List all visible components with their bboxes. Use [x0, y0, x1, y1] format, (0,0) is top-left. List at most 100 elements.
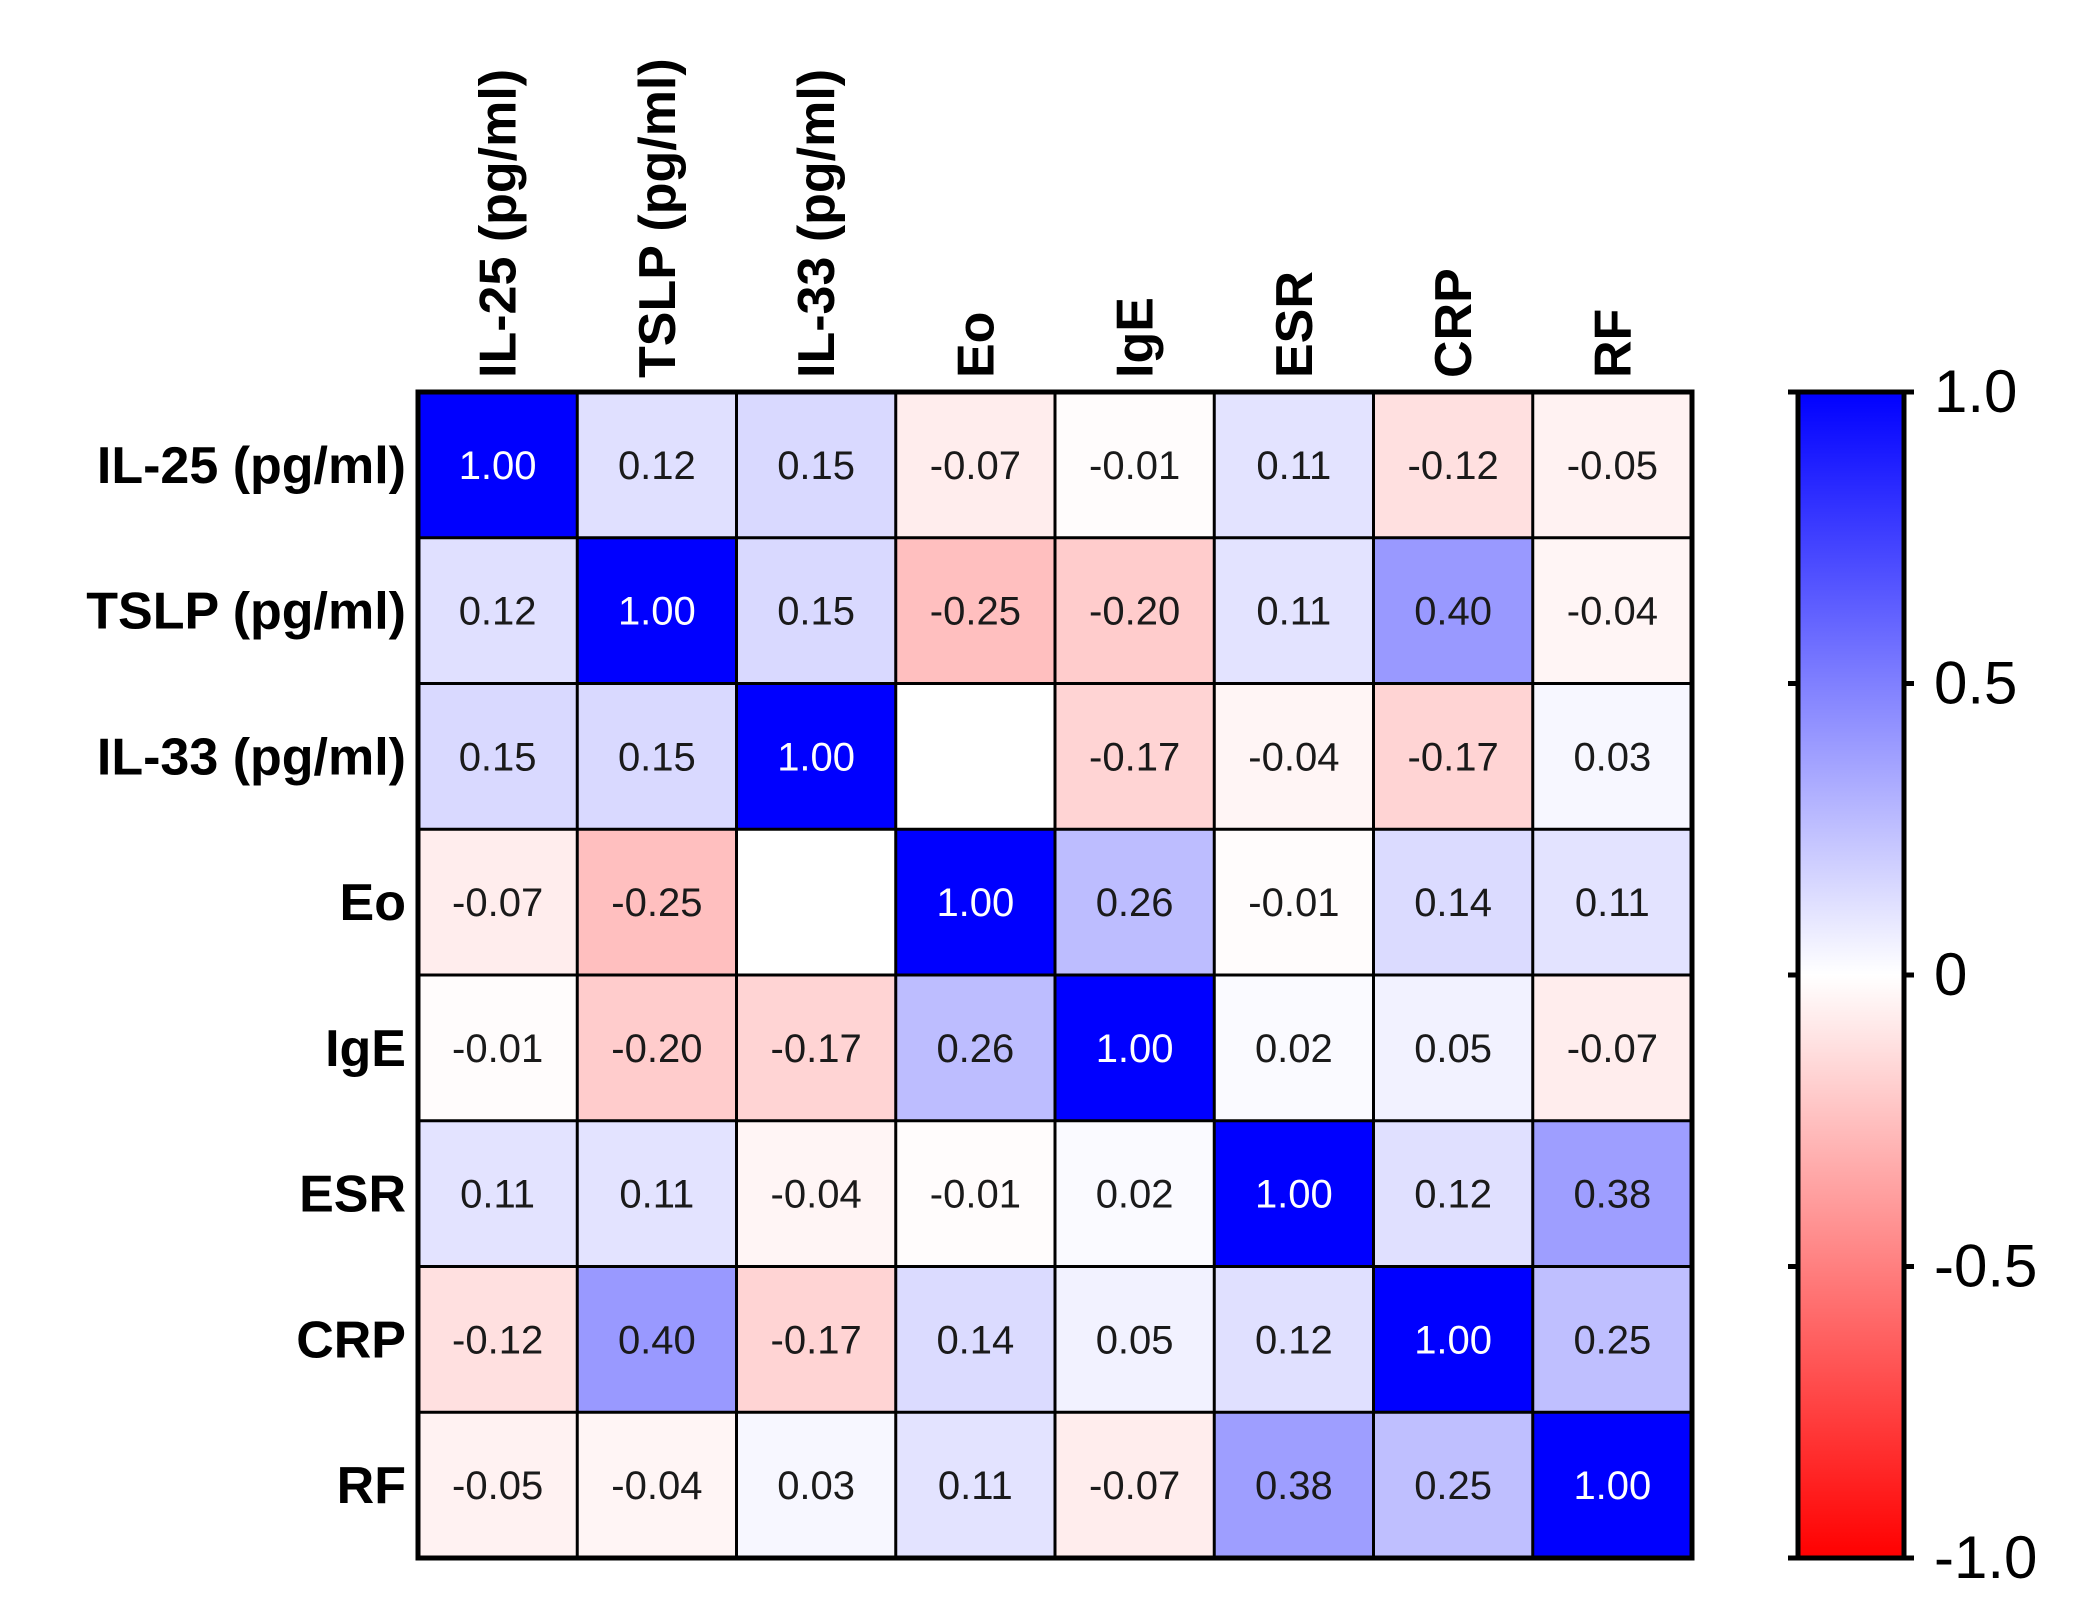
heatmap-frame [415, 389, 1695, 1561]
heatmap-cell [1055, 1120, 1215, 1267]
heatmap-cell [1532, 392, 1692, 538]
heatmap-cell [736, 537, 896, 684]
cell-value-label: 0.11 [1256, 444, 1331, 488]
cell-value-label: -0.01 [930, 1173, 1021, 1217]
cell-value-label: 0.40 [618, 1318, 696, 1362]
heatmap-cell [1214, 392, 1374, 538]
cell-value-label: 1.00 [777, 735, 855, 779]
heatmap-cell [1532, 829, 1692, 975]
heatmap-cell [1532, 975, 1692, 1121]
cell-value-label: -0.05 [452, 1464, 543, 1508]
cell-value-label: 0.12 [1414, 1173, 1492, 1217]
heatmap-cell [1055, 975, 1215, 1121]
row-label: IgE [325, 1020, 406, 1078]
cell-value-label: 0.40 [1414, 590, 1492, 634]
heatmap-cell [895, 1412, 1055, 1558]
heatmap-cell [1055, 829, 1215, 975]
heatmap-cell [1214, 1266, 1374, 1413]
heatmap-cell [736, 829, 896, 975]
colorbar-tick-label: -1.0 [1934, 1524, 2037, 1591]
column-label: Eo [947, 312, 1005, 378]
cell-value-label: 0.11 [1575, 881, 1650, 925]
cell-value-label: 0.38 [1255, 1464, 1333, 1508]
cell-value-label: 1.00 [1096, 1027, 1174, 1071]
cell-value-label: -0.17 [1089, 735, 1180, 779]
heatmap-cell [1055, 537, 1215, 684]
column-label: IgE [1107, 297, 1165, 378]
heatmap-cell [1214, 683, 1374, 830]
cell-value-label: -0.12 [452, 1318, 543, 1362]
column-label: IL-33 (pg/ml) [788, 69, 846, 378]
heatmap-cell [895, 1266, 1055, 1413]
cell-value-label: 0.14 [1414, 881, 1492, 925]
heatmap-cell [1214, 1412, 1374, 1558]
heatmap-cell [1532, 537, 1692, 684]
cell-value-label: -0.12 [1408, 444, 1499, 488]
colorbar-tick-label: 1.0 [1934, 358, 2017, 425]
column-label: IL-25 (pg/ml) [470, 69, 528, 378]
heatmap-cell [577, 1412, 737, 1558]
heatmap-cell [1532, 1266, 1692, 1413]
heatmap-cells [418, 392, 1692, 1558]
colorbar-tick-label: -0.5 [1934, 1233, 2037, 1300]
colorbar-ticks: 1.0 0.5 0 -0.5 -1.0 [1788, 358, 2037, 1591]
cell-value-label: -0.20 [611, 1027, 702, 1071]
cell-value-label: 0.11 [619, 1173, 694, 1217]
cell-value-label: -0.17 [771, 1318, 862, 1362]
cell-value-label: -0.07 [452, 881, 543, 925]
heatmap-cell [895, 683, 1055, 830]
cell-value-label: -0.04 [1248, 735, 1339, 779]
column-label: ESR [1266, 271, 1324, 378]
cell-value-label: 0.12 [618, 444, 696, 488]
heatmap-cell [736, 392, 896, 538]
cell-value-label: 0.26 [936, 1027, 1014, 1071]
heatmap-cell [736, 683, 896, 830]
cell-value-label: -0.04 [1567, 590, 1658, 634]
colorbar-tick-label: 0.5 [1934, 650, 2017, 717]
heatmap-cell [418, 683, 578, 830]
colorbar-tick-label: 0 [1934, 941, 1967, 1008]
heatmap-cell [1214, 975, 1374, 1121]
heatmap-cell [1373, 1266, 1533, 1413]
cell-value-label: 1.00 [1573, 1464, 1651, 1508]
heatmap-grid [418, 392, 1692, 1558]
heatmap-cell [1373, 683, 1533, 830]
heatmap-cell [736, 1412, 896, 1558]
heatmap-cell [1055, 1412, 1215, 1558]
column-label: TSLP (pg/ml) [629, 58, 687, 378]
cell-value-label: 0.11 [460, 1173, 535, 1217]
heatmap-cell [577, 975, 737, 1121]
cell-value-label: 0.02 [1096, 1173, 1174, 1217]
column-label: CRP [1425, 268, 1483, 378]
heatmap-cell [577, 537, 737, 684]
heatmap-cell [895, 829, 1055, 975]
row-labels: IL-25 (pg/ml) TSLP (pg/ml) IL-33 (pg/ml) Eo… [86, 437, 406, 1515]
cell-value-label: 0.14 [936, 1318, 1014, 1362]
heatmap-cell [1055, 392, 1215, 538]
cell-value-label: 0.12 [1255, 1318, 1333, 1362]
heatmap-cell [1373, 392, 1533, 538]
row-label: ESR [299, 1166, 406, 1224]
cell-value-label: -0.07 [930, 444, 1021, 488]
column-label: RF [1584, 309, 1642, 378]
column-labels: IL-25 (pg/ml) TSLP (pg/ml) IL-33 (pg/ml) Eo… [470, 58, 1643, 378]
heatmap-cell [736, 1266, 896, 1413]
heatmap-cell [895, 392, 1055, 538]
cell-value-label: 0.03 [1573, 735, 1651, 779]
heatmap-cell [1373, 1412, 1533, 1558]
heatmap-cell [1373, 829, 1533, 975]
cell-value-label: 1.00 [1255, 1173, 1333, 1217]
heatmap-cell [577, 1120, 737, 1267]
heatmap-cell [895, 975, 1055, 1121]
heatmap-cell [577, 1266, 737, 1413]
heatmap-cell [577, 392, 737, 538]
heatmap-cell [1532, 683, 1692, 830]
row-label: IL-25 (pg/ml) [97, 437, 406, 495]
cell-value-label: 0.15 [777, 444, 855, 488]
row-label: RF [337, 1457, 406, 1515]
row-label: IL-33 (pg/ml) [97, 728, 406, 786]
heatmap-cell [1373, 975, 1533, 1121]
heatmap-cell [736, 975, 896, 1121]
heatmap-cell [418, 392, 578, 538]
